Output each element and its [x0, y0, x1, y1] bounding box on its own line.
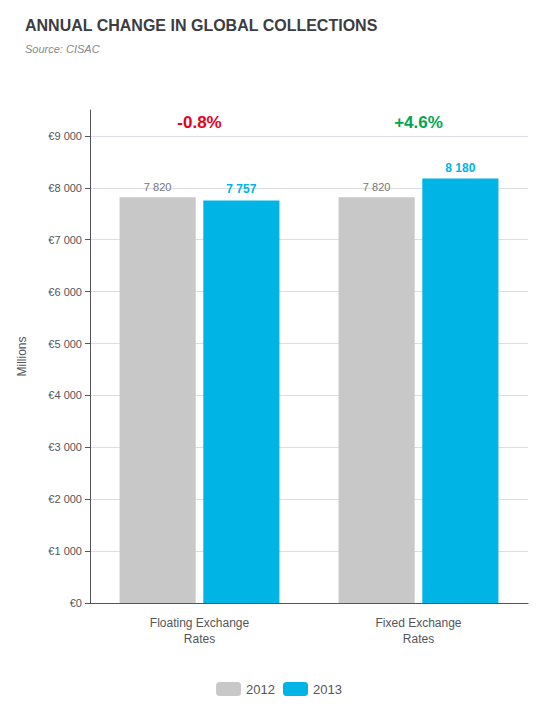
svg-text:Floating Exchange: Floating Exchange: [150, 616, 250, 630]
svg-text:Source: CISAC: Source: CISAC: [25, 43, 100, 55]
svg-text:2012: 2012: [246, 682, 275, 697]
svg-text:7 820: 7 820: [144, 181, 172, 193]
svg-text:€0: €0: [70, 597, 82, 609]
svg-text:€1 000: €1 000: [48, 545, 82, 557]
svg-text:Fixed Exchange: Fixed Exchange: [375, 616, 461, 630]
svg-text:€6 000: €6 000: [48, 286, 82, 298]
svg-text:Rates: Rates: [184, 632, 215, 646]
svg-text:€2 000: €2 000: [48, 493, 82, 505]
svg-text:€7 000: €7 000: [48, 234, 82, 246]
svg-text:7 757: 7 757: [226, 182, 256, 196]
svg-text:Millions: Millions: [15, 336, 29, 376]
svg-text:8 180: 8 180: [445, 161, 475, 175]
svg-text:-0.8%: -0.8%: [177, 113, 221, 132]
svg-text:Rates: Rates: [403, 632, 434, 646]
svg-text:€4 000: €4 000: [48, 389, 82, 401]
svg-text:€5 000: €5 000: [48, 338, 82, 350]
svg-text:+4.6%: +4.6%: [394, 113, 443, 132]
svg-text:€3 000: €3 000: [48, 441, 82, 453]
svg-text:€8 000: €8 000: [48, 182, 82, 194]
svg-text:7 820: 7 820: [363, 181, 391, 193]
svg-text:€9 000: €9 000: [48, 130, 82, 142]
svg-text:2013: 2013: [313, 682, 342, 697]
svg-text:ANNUAL CHANGE IN GLOBAL COLLEC: ANNUAL CHANGE IN GLOBAL COLLECTIONS: [25, 17, 378, 34]
